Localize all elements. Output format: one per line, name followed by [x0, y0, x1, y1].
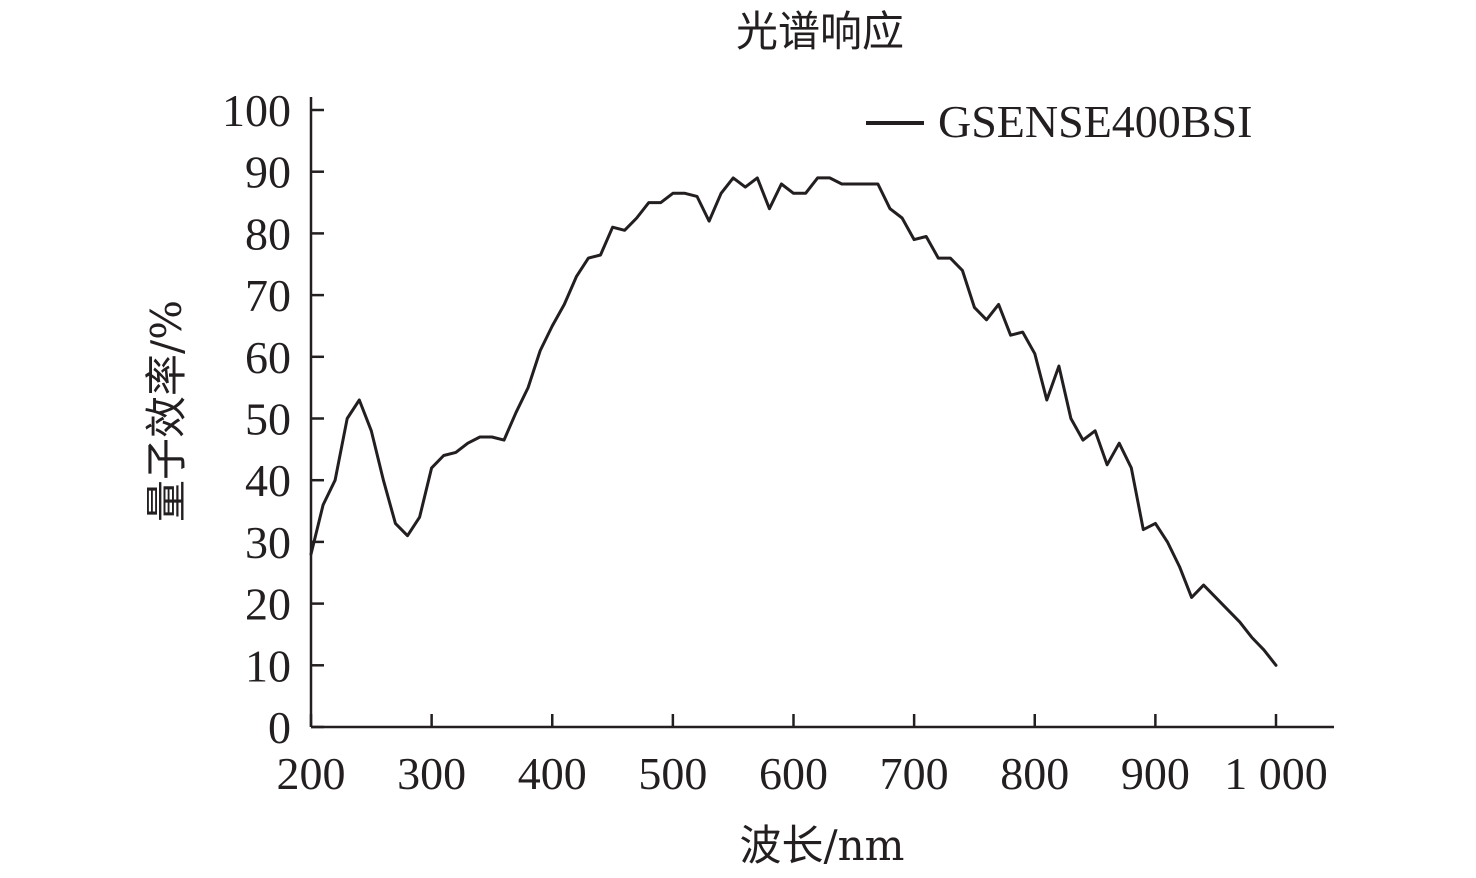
axes [309, 97, 1334, 729]
y-tick-label: 100 [222, 85, 291, 136]
x-tick-label: 300 [397, 748, 466, 799]
series-line-gsense400bsi [309, 176, 1278, 667]
x-tick-label: 200 [277, 748, 346, 799]
legend-label: GSENSE400BSI [938, 96, 1252, 147]
x-axis-label: 波长/nm [739, 821, 904, 870]
x-ticks: 200 300 400 500 600 700 800 900 1 000 [277, 714, 1328, 799]
x-tick-label: 700 [880, 748, 949, 799]
y-tick-label: 40 [245, 455, 291, 506]
y-tick-label: 0 [268, 702, 291, 753]
y-tick-label: 20 [245, 579, 291, 630]
y-tick-label: 70 [245, 270, 291, 321]
y-tick-label: 10 [245, 640, 291, 691]
x-tick-label: 400 [518, 748, 587, 799]
y-tick-label: 50 [245, 394, 291, 445]
y-tick-label: 30 [245, 517, 291, 568]
x-tick-label: 800 [1000, 748, 1069, 799]
x-tick-label: 500 [638, 748, 707, 799]
x-tick-label: 600 [759, 748, 828, 799]
y-tick-label: 90 [245, 147, 291, 198]
legend: GSENSE400BSI [866, 96, 1252, 147]
x-tick-label: 1 000 [1224, 748, 1328, 799]
chart-title: 光谱响应 [736, 7, 904, 56]
y-axis-label: 量子效率/% [142, 300, 191, 522]
y-tick-label: 60 [245, 332, 291, 383]
x-tick-label: 900 [1121, 748, 1190, 799]
y-tick-label: 80 [245, 208, 291, 259]
y-ticks: 0 10 20 30 40 50 60 70 80 90 100 [222, 85, 324, 753]
